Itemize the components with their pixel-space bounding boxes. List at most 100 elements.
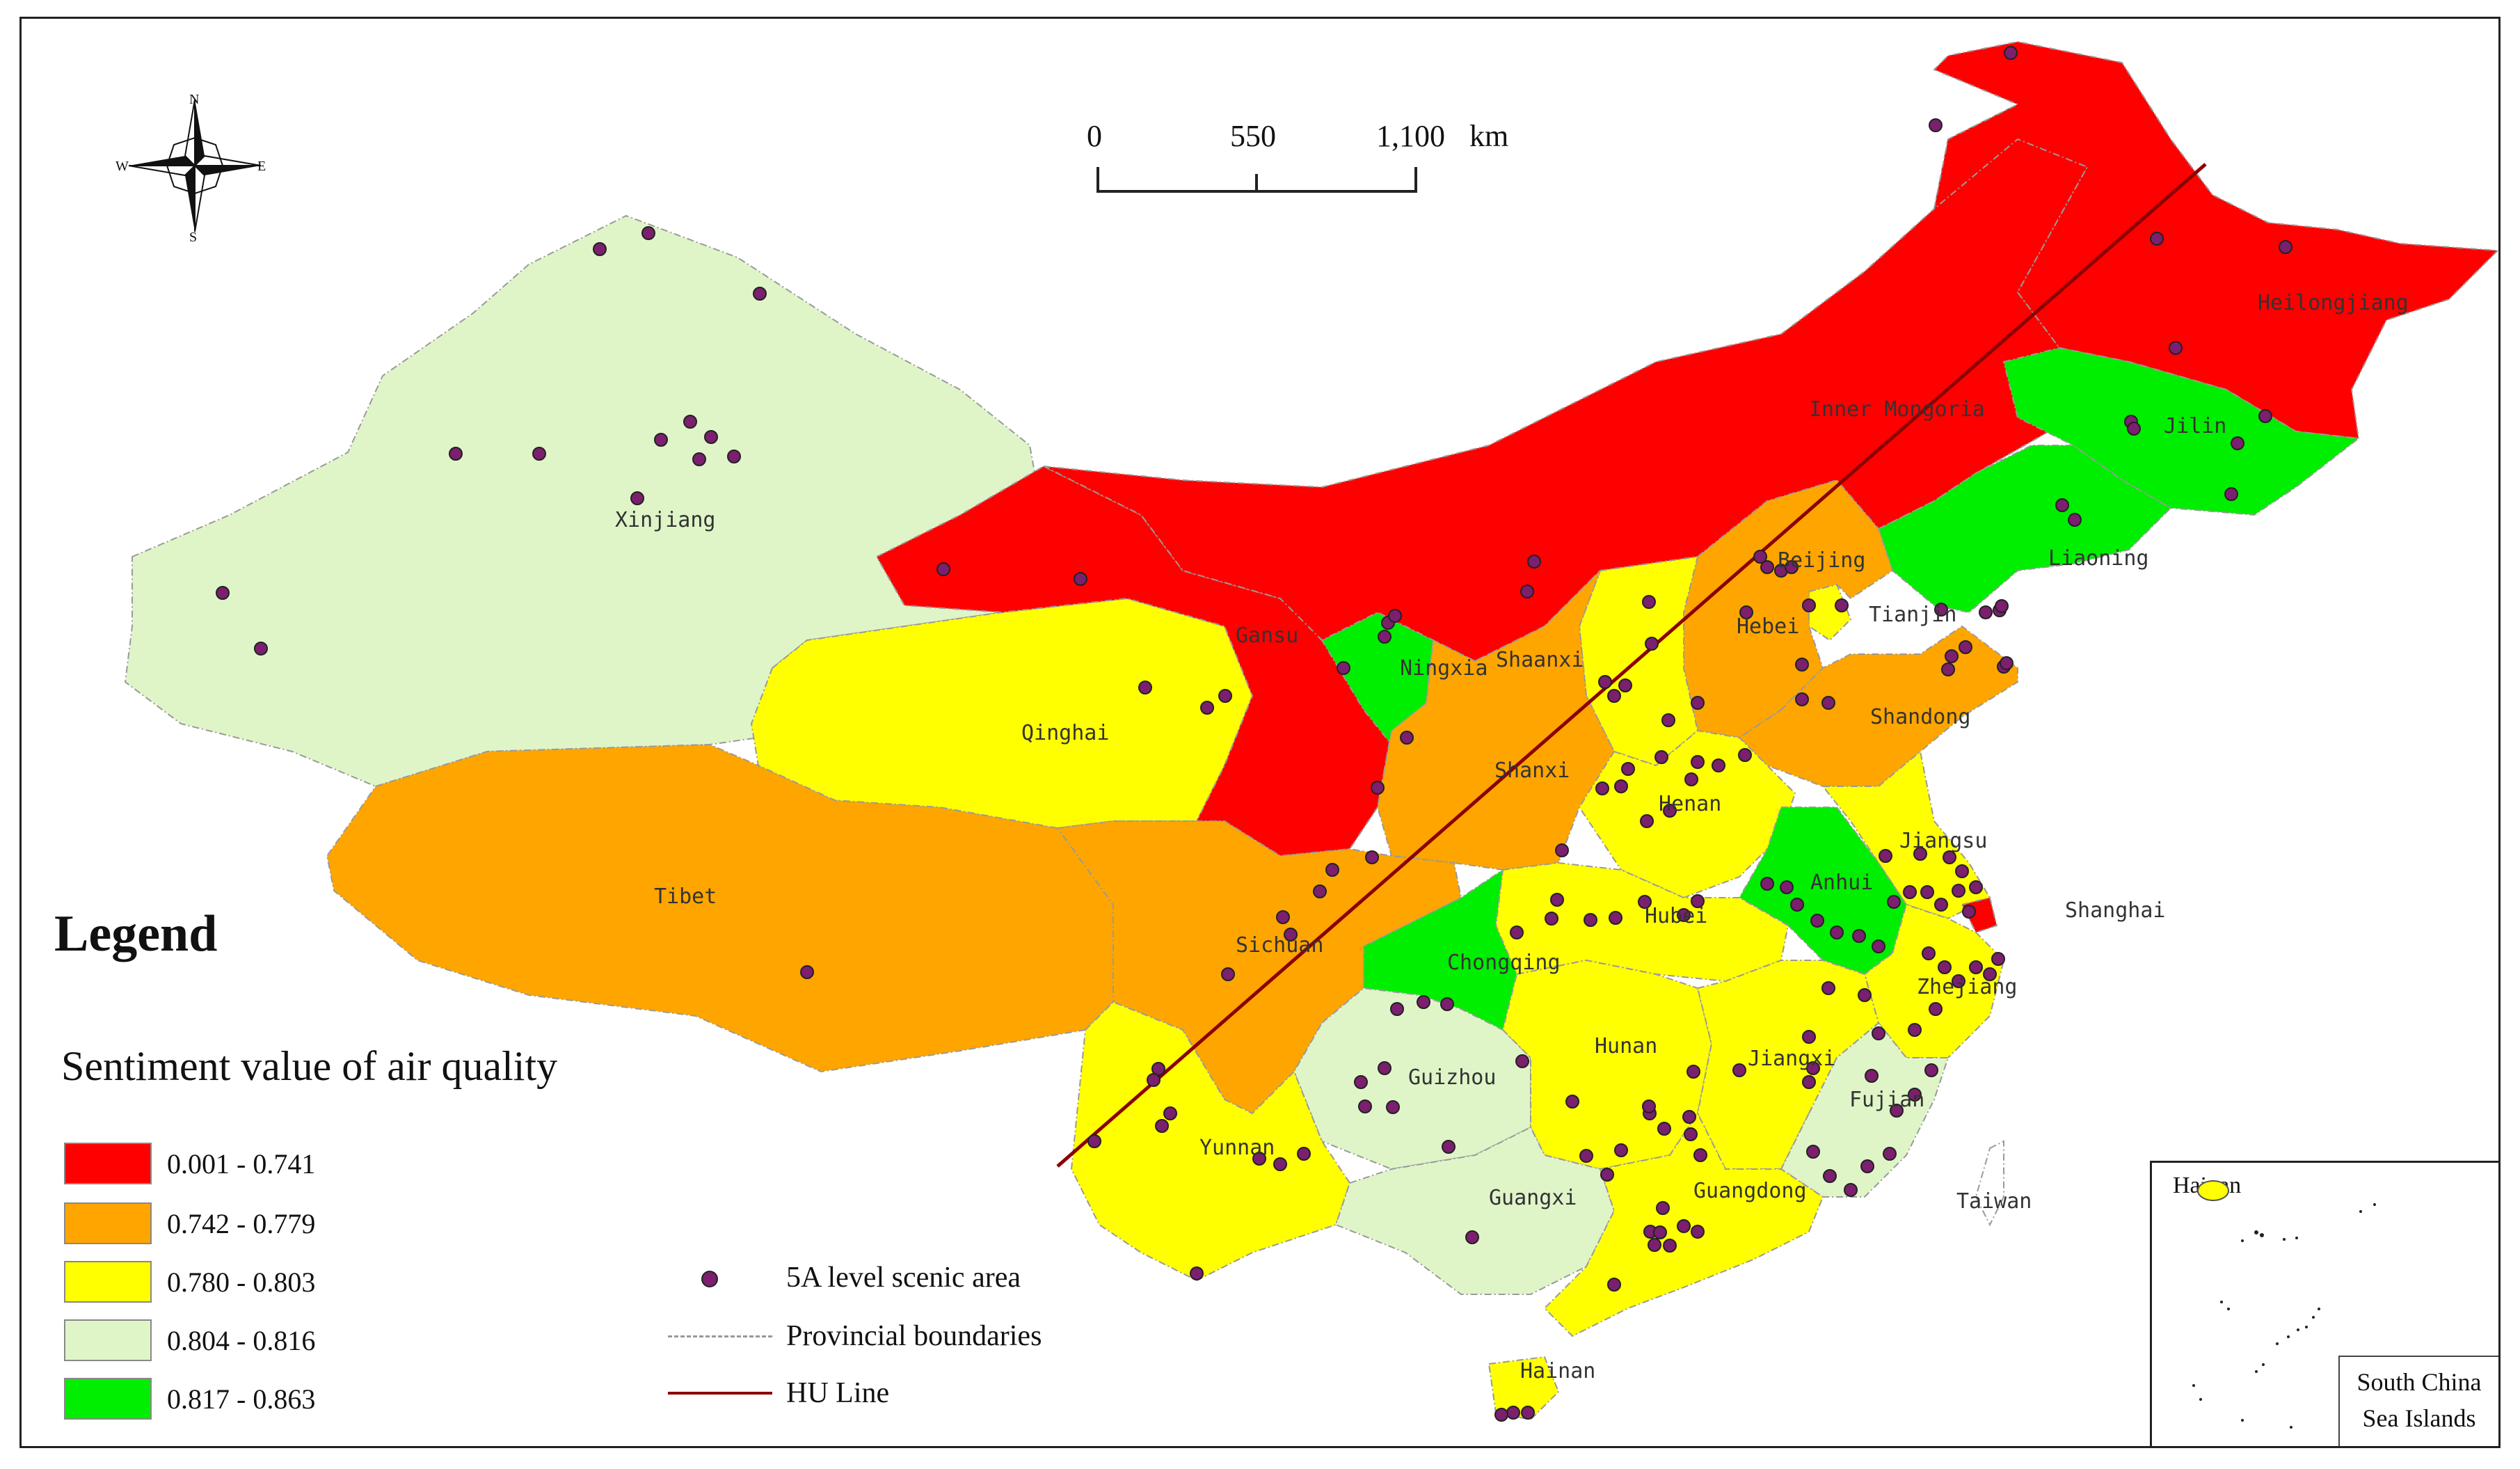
legend-symbol-boundaries: Provincial boundaries bbox=[668, 1315, 1042, 1357]
scenic-area-point bbox=[1938, 960, 1952, 974]
scale-label-0: 0 bbox=[1087, 119, 1102, 153]
scenic-area-point bbox=[1983, 967, 1997, 981]
scenic-area-point bbox=[1753, 550, 1767, 564]
inset-caption-line2: Sea Islands bbox=[2362, 1404, 2476, 1432]
province-taiwan bbox=[1975, 1140, 2004, 1227]
legend-class-label: 0.001 - 0.741 bbox=[167, 1148, 316, 1180]
legend-class-3: 0.780 - 0.803 bbox=[64, 1260, 315, 1304]
legend-class-label: 0.742 - 0.779 bbox=[167, 1207, 316, 1239]
scenic-area-point bbox=[2004, 46, 2018, 60]
scenic-area-point bbox=[1872, 939, 1885, 953]
scenic-area-point bbox=[1648, 1238, 1661, 1252]
scenic-area-point bbox=[1760, 560, 1774, 574]
province-tibet bbox=[326, 743, 1114, 1073]
province-label-sichuan: Sichuan bbox=[1236, 933, 1323, 958]
scenic-area-point bbox=[1739, 605, 1753, 619]
scenic-area-point bbox=[1378, 630, 1391, 644]
scenic-area-point bbox=[1790, 898, 1804, 912]
scenic-area-point bbox=[1691, 696, 1705, 710]
scenic-area-point bbox=[1810, 914, 1824, 928]
scenic-area-point bbox=[1642, 595, 1656, 609]
province-label-taiwan: Taiwan bbox=[1956, 1189, 2032, 1214]
scenic-area-point bbox=[1190, 1266, 1204, 1280]
scenic-area-point bbox=[1642, 1099, 1656, 1113]
scenic-area-point bbox=[1417, 995, 1430, 1009]
scenic-area-point bbox=[1943, 850, 1956, 864]
scenic-area-point bbox=[1614, 1143, 1628, 1157]
scenic-area-point bbox=[1883, 1147, 1897, 1161]
province-label-inner-mongoria: Inner Mongoria bbox=[1809, 397, 1985, 422]
scenic-area-point bbox=[1595, 781, 1609, 795]
province-label-tibet: Tibet bbox=[654, 884, 717, 909]
legend-title: Legend bbox=[54, 905, 218, 962]
scenic-area-point bbox=[654, 433, 668, 447]
province-jilin bbox=[2002, 347, 2361, 516]
province-label-shaanxi: Shaanxi bbox=[1496, 648, 1584, 672]
scenic-area-point bbox=[1388, 609, 1402, 623]
scenic-area-point bbox=[1494, 1408, 1508, 1422]
legend-symbol-scenic: 5A level scenic area bbox=[668, 1257, 1021, 1299]
province-yunnan bbox=[1070, 1001, 1351, 1282]
scenic-area-point bbox=[1313, 884, 1327, 898]
scenic-area-point bbox=[1506, 1406, 1520, 1420]
hu-line-icon bbox=[668, 1379, 772, 1407]
compass-s: S bbox=[189, 230, 198, 245]
province-label-guizhou: Guizhou bbox=[1408, 1065, 1496, 1090]
scenic-point-icon bbox=[668, 1264, 772, 1292]
scenic-area-point bbox=[2258, 409, 2272, 423]
scenic-area-point bbox=[1924, 1063, 1938, 1077]
scenic-area-point bbox=[753, 287, 767, 301]
province-label-anhui: Anhui bbox=[1810, 871, 1873, 895]
scenic-area-point bbox=[1155, 1119, 1169, 1133]
scenic-area-point bbox=[1802, 1030, 1816, 1044]
scenic-area-point bbox=[1273, 1157, 1287, 1171]
scenic-area-point bbox=[1521, 1406, 1535, 1420]
legend-class-5: 0.817 - 0.863 bbox=[64, 1376, 315, 1421]
scenic-area-point bbox=[1835, 598, 1849, 612]
scale-unit: km bbox=[1469, 119, 1509, 153]
scenic-area-point bbox=[1661, 713, 1675, 727]
scale-bar bbox=[1096, 167, 1417, 193]
scenic-area-point bbox=[1371, 781, 1385, 795]
scenic-area-point bbox=[1607, 1278, 1621, 1292]
scenic-area-point bbox=[1806, 1145, 1820, 1159]
province-inner-mongolia bbox=[1043, 103, 2089, 662]
scenic-area-point bbox=[1865, 1069, 1879, 1083]
province-label-xinjiang: Xinjiang bbox=[615, 508, 716, 532]
legend-class-label: 0.817 - 0.863 bbox=[167, 1383, 316, 1415]
scenic-area-point bbox=[1945, 649, 1959, 663]
scenic-area-point bbox=[2169, 341, 2183, 355]
scenic-area-point bbox=[1663, 804, 1677, 818]
scenic-area-point bbox=[216, 586, 230, 600]
scenic-area-point bbox=[1962, 905, 1976, 919]
scenic-area-point bbox=[1550, 893, 1564, 907]
province-label-shanxi: Shanxi bbox=[1494, 759, 1570, 783]
scenic-area-point bbox=[1677, 908, 1691, 922]
scenic-area-point bbox=[1922, 946, 1936, 960]
scenic-area-point bbox=[1677, 1219, 1691, 1233]
scenic-area-point bbox=[1400, 731, 1414, 745]
scenic-area-point bbox=[1780, 880, 1794, 894]
scenic-area-point bbox=[1903, 885, 1917, 899]
scenic-area-point bbox=[704, 430, 718, 444]
inset-caption: South China Sea Islands bbox=[2338, 1356, 2498, 1446]
province-label-tianjin: Tianjin bbox=[1869, 603, 1956, 627]
legend-swatch bbox=[64, 1202, 152, 1244]
scenic-area-point bbox=[593, 242, 607, 256]
province-jiangsu bbox=[1821, 750, 1991, 920]
legend-class-1: 0.001 - 0.741 bbox=[64, 1141, 315, 1186]
legend-swatch bbox=[64, 1319, 152, 1361]
scenic-area-point bbox=[1640, 814, 1654, 828]
scenic-area-point bbox=[2231, 436, 2244, 450]
province-label-ningxia: Ningxia bbox=[1400, 656, 1488, 681]
scenic-area-point bbox=[1879, 849, 1892, 863]
province-label-qinghai: Qinghai bbox=[1021, 721, 1109, 745]
province-label-chongqing: Chongqing bbox=[1447, 951, 1561, 975]
scenic-area-point bbox=[1663, 1239, 1677, 1253]
scenic-area-point bbox=[1686, 1065, 1700, 1079]
scenic-area-point bbox=[1712, 759, 1725, 772]
scenic-area-point bbox=[1684, 1127, 1698, 1141]
scenic-area-point bbox=[1147, 1073, 1161, 1087]
scenic-area-point bbox=[1638, 895, 1652, 909]
scenic-area-point bbox=[1908, 1023, 1922, 1037]
